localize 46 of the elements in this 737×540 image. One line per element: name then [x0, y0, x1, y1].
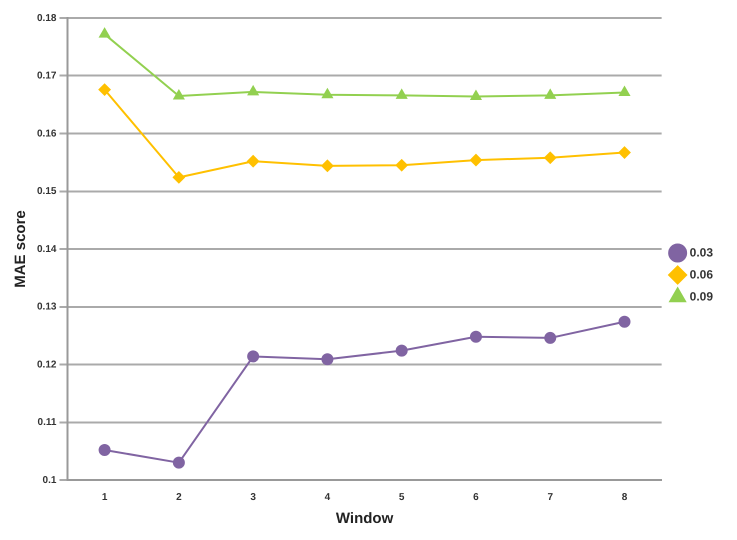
x-axis-title: Window — [336, 510, 394, 528]
y-axis-title: MAE score — [12, 210, 30, 288]
point — [247, 350, 260, 362]
x-tick-label: 1 — [102, 492, 108, 503]
y-tick-label: 0.12 — [36, 359, 57, 370]
point — [618, 146, 631, 159]
point — [322, 88, 333, 98]
x-tick-label: 7 — [547, 492, 554, 503]
point — [544, 89, 556, 99]
point — [618, 316, 631, 328]
point — [470, 154, 482, 166]
y-tick-label: 0.16 — [36, 128, 57, 140]
point — [544, 152, 556, 164]
point — [619, 86, 630, 96]
point — [174, 90, 184, 100]
x-tick-label: 5 — [398, 492, 405, 503]
y-tick-label: 0.14 — [36, 244, 57, 255]
point — [544, 332, 556, 344]
point — [172, 171, 185, 184]
y-tick-label: 0.17 — [36, 70, 57, 82]
legend-label: 0.09 — [690, 289, 714, 304]
point — [470, 90, 482, 100]
point — [470, 330, 482, 343]
x-tick-label: 2 — [176, 492, 182, 503]
y-tick-label: 0.1 — [42, 474, 57, 486]
point — [98, 84, 111, 96]
y-tick-label: 0.13 — [36, 302, 57, 312]
x-tick-label: 8 — [622, 492, 628, 503]
point — [396, 344, 408, 357]
point — [321, 353, 334, 366]
point — [396, 89, 408, 99]
y-tick-label: 0.15 — [36, 186, 57, 197]
point — [172, 456, 185, 469]
point — [321, 160, 334, 172]
point — [98, 444, 111, 456]
x-tick-label: 4 — [324, 492, 331, 503]
point — [248, 86, 258, 96]
x-tick-label: 3 — [250, 492, 256, 503]
y-tick-label: 0.11 — [38, 417, 57, 428]
y-tick-label: 0.18 — [36, 12, 57, 24]
point — [99, 28, 110, 38]
point — [396, 159, 408, 172]
legend-label: 0.06 — [690, 267, 714, 282]
x-tick-label: 6 — [473, 492, 480, 503]
point — [247, 155, 260, 168]
legend-label: 0.03 — [690, 245, 714, 260]
